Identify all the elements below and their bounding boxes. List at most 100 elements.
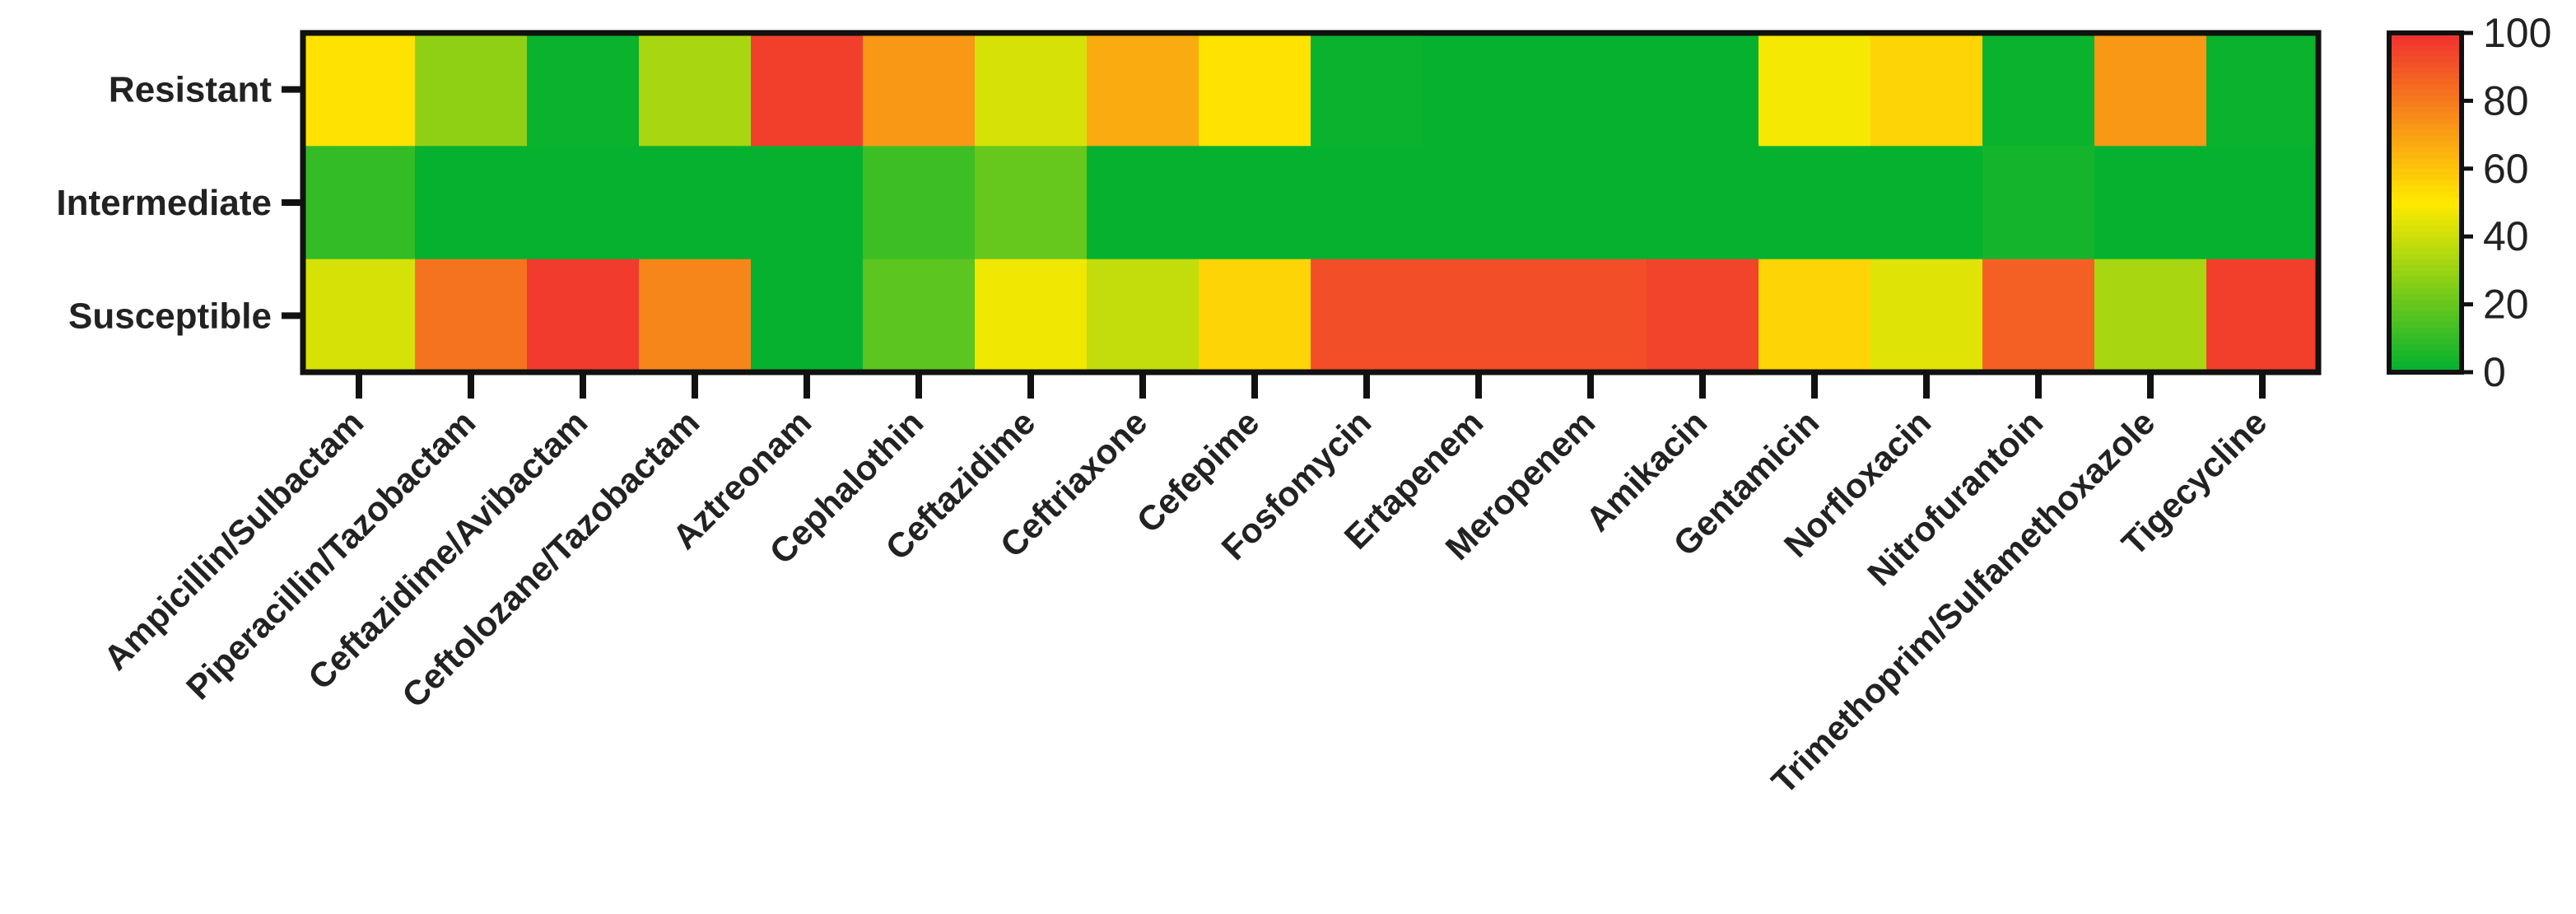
- colorbar-segment: [2389, 203, 2462, 209]
- colorbar-segment: [2389, 213, 2462, 221]
- heatmap-cell: [975, 146, 1088, 260]
- colorbar-tick-label: 0: [2483, 349, 2506, 395]
- heatmap-cell: [863, 259, 976, 373]
- heatmap-cell: [1311, 259, 1423, 373]
- heatmap-cell: [1647, 146, 1759, 260]
- colorbar-segment: [2389, 72, 2462, 79]
- heatmap-cell: [1087, 33, 1199, 147]
- colorbar-segment: [2389, 315, 2462, 322]
- colorbar-segment: [2389, 310, 2462, 317]
- colorbar-segment: [2389, 162, 2462, 170]
- colorbar-tick-label: 80: [2483, 77, 2529, 124]
- heatmap-cell: [751, 259, 864, 373]
- colorbar-segment: [2389, 106, 2462, 113]
- heatmap-cell: [527, 33, 640, 147]
- heatmap-cell: [303, 33, 416, 147]
- x-axis: Ampicillin/SulbactamPiperacillin/Tazobac…: [96, 372, 2274, 801]
- heatmap-cell: [1423, 259, 1535, 373]
- heatmap-cell: [2206, 146, 2319, 260]
- heatmap-cell: [975, 33, 1088, 147]
- heatmap-cell: [1982, 33, 2095, 147]
- colorbar-segment: [2389, 208, 2462, 215]
- colorbar-segment: [2389, 152, 2462, 158]
- heatmap-cell: [639, 259, 752, 373]
- heatmap-cell: [1758, 259, 1871, 373]
- heatmap-cell: [1423, 146, 1535, 260]
- heatmap-cell: [2206, 33, 2319, 147]
- heatmap-cell: [303, 259, 416, 373]
- colorbar-segment: [2389, 112, 2462, 119]
- colorbar-segment: [2389, 123, 2462, 130]
- heatmap-cell: [2094, 146, 2207, 260]
- heatmap-cell: [863, 146, 976, 260]
- colorbar-segment: [2389, 276, 2462, 282]
- colorbar-segment: [2389, 304, 2462, 311]
- colorbar-segment: [2389, 180, 2462, 187]
- colorbar-segment: [2389, 247, 2462, 254]
- heatmap-cell: [1199, 259, 1311, 373]
- heatmap-cell: [1982, 259, 2095, 373]
- colorbar-segment: [2389, 128, 2462, 136]
- colorbar-segment: [2389, 197, 2462, 203]
- heatmap-cell: [1870, 259, 1983, 373]
- colorbar-segment: [2389, 146, 2462, 152]
- y-tick-label: Susceptible: [68, 296, 272, 336]
- colorbar-segment: [2389, 225, 2462, 232]
- colorbar-segment: [2389, 253, 2462, 260]
- colorbar-segment: [2389, 100, 2462, 108]
- colorbar-tick-label: 100: [2483, 10, 2551, 56]
- heatmap-cell: [1311, 33, 1423, 147]
- colorbar-segment: [2389, 355, 2462, 362]
- colorbar-segment: [2389, 157, 2462, 164]
- colorbar-segment: [2389, 33, 2462, 40]
- colorbar-segment: [2389, 49, 2462, 57]
- colorbar-segment: [2389, 366, 2462, 373]
- colorbar-segment: [2389, 349, 2462, 357]
- heatmap-cell: [1087, 259, 1199, 373]
- colorbar-segment: [2389, 168, 2462, 175]
- heatmap-cells: [303, 33, 2319, 373]
- colorbar: 0 20 40 60 80 100: [2387, 10, 2551, 395]
- heatmap-cell: [639, 33, 752, 147]
- colorbar-segment: [2389, 361, 2462, 367]
- colorbar-segment: [2389, 83, 2462, 91]
- heatmap-cell: [303, 146, 416, 260]
- heatmap-cell: [1535, 33, 1647, 147]
- heatmap-cell: [415, 33, 528, 147]
- y-tick-label: Resistant: [109, 70, 272, 110]
- colorbar-segment: [2389, 292, 2462, 300]
- colorbar-segment: [2389, 264, 2462, 272]
- heatmap-cell: [2094, 259, 2207, 373]
- heatmap-cell: [751, 33, 864, 147]
- colorbar-segment: [2389, 287, 2462, 294]
- heatmap-cell: [1535, 146, 1647, 260]
- heatmap-cell: [527, 146, 640, 260]
- heatmap-cell: [2094, 33, 2207, 147]
- colorbar-tick-label: 60: [2483, 146, 2529, 192]
- colorbar-segment: [2389, 343, 2462, 351]
- colorbar-segment: [2389, 140, 2462, 147]
- colorbar-segment: [2389, 321, 2462, 328]
- colorbar-frame: [2387, 30, 2464, 375]
- colorbar-segment: [2389, 67, 2462, 73]
- colorbar-segment: [2389, 95, 2462, 102]
- heatmap-cell: [1647, 259, 1759, 373]
- heatmap-cell: [415, 259, 528, 373]
- colorbar-segment: [2389, 191, 2462, 198]
- colorbar-segment: [2389, 236, 2462, 243]
- heatmap-cell: [1087, 146, 1199, 260]
- heatmap-cell: [863, 33, 976, 147]
- colorbar-segment: [2389, 55, 2462, 63]
- colorbar-segment: [2389, 61, 2462, 68]
- heatmap-cell: [1758, 33, 1871, 147]
- colorbar-segment: [2389, 174, 2462, 181]
- colorbar-segment: [2389, 77, 2462, 85]
- colorbar-segment: [2389, 118, 2462, 124]
- heatmap-cell: [751, 146, 864, 260]
- heatmap-cell: [527, 259, 640, 373]
- heatmap-cell: [1199, 33, 1311, 147]
- y-tick-label: Intermediate: [56, 183, 272, 223]
- colorbar-segment: [2389, 38, 2462, 45]
- heatmap-cell: [1870, 33, 1983, 147]
- heatmap-cell: [2206, 259, 2319, 373]
